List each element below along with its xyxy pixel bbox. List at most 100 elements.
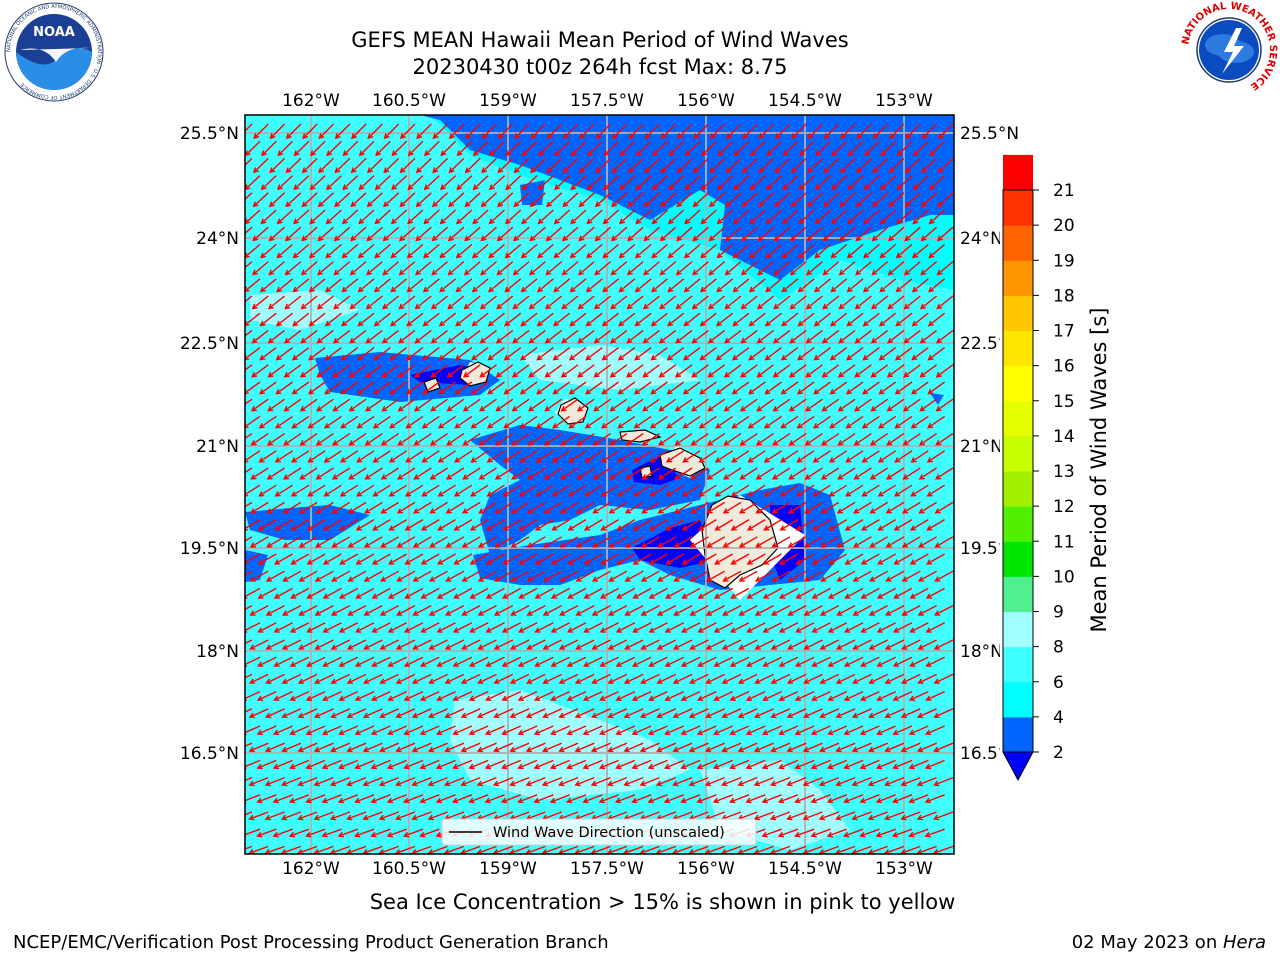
wind-wave-arrow xyxy=(364,398,383,412)
wind-wave-arrow xyxy=(688,776,709,787)
wind-wave-arrow xyxy=(747,415,766,429)
wind-wave-arrow xyxy=(853,501,872,514)
wind-wave-arrow xyxy=(690,433,709,446)
wind-wave-arrow xyxy=(788,433,807,446)
wind-wave-arrow xyxy=(867,776,888,787)
wind-wave-arrow xyxy=(928,175,946,191)
wind-wave-arrow xyxy=(786,811,807,821)
wind-wave-arrow xyxy=(445,536,465,548)
wind-wave-arrow xyxy=(644,123,660,140)
wind-wave-arrow xyxy=(829,312,848,327)
wind-wave-arrow xyxy=(559,467,579,480)
wind-wave-arrow xyxy=(640,570,660,582)
wind-wave-arrow xyxy=(926,450,945,463)
wind-wave-arrow xyxy=(836,604,856,616)
wind-wave-arrow xyxy=(615,622,636,633)
wind-wave-arrow xyxy=(803,536,823,548)
colorbar-segment xyxy=(1003,471,1033,507)
wind-wave-arrow xyxy=(892,622,913,633)
wind-wave-arrow xyxy=(584,450,603,463)
wind-wave-arrow xyxy=(773,295,791,310)
wind-wave-arrow xyxy=(724,329,742,344)
wind-wave-arrow xyxy=(623,673,644,684)
wind-wave-arrow xyxy=(867,811,888,821)
wind-wave-arrow xyxy=(248,742,269,753)
wind-wave-arrow xyxy=(435,725,456,736)
wind-wave-arrow xyxy=(805,364,823,378)
wind-wave-arrow xyxy=(568,347,587,361)
wind-wave-arrow xyxy=(721,604,742,616)
wind-wave-arrow xyxy=(821,398,840,412)
wind-wave-arrow xyxy=(682,381,701,395)
wind-wave-arrow xyxy=(411,742,432,753)
wind-wave-arrow xyxy=(642,364,660,378)
wind-wave-arrow xyxy=(378,742,399,753)
wind-wave-arrow xyxy=(435,794,456,804)
wind-wave-arrow xyxy=(380,501,400,514)
wind-wave-arrow xyxy=(615,656,636,667)
wind-wave-arrow xyxy=(576,467,595,480)
wind-wave-arrow xyxy=(451,794,473,804)
wind-wave-arrow xyxy=(870,295,889,310)
wind-wave-arrow xyxy=(787,570,807,582)
wind-wave-arrow xyxy=(625,364,644,378)
wind-wave-arrow xyxy=(892,656,913,667)
wind-wave-arrow xyxy=(479,364,497,378)
wind-wave-arrow xyxy=(405,347,424,361)
wind-wave-arrow xyxy=(812,415,831,429)
wind-wave-arrow xyxy=(904,226,921,242)
wind-wave-arrow xyxy=(502,484,522,497)
wind-wave-arrow xyxy=(828,518,848,531)
wind-wave-arrow xyxy=(844,622,864,633)
wind-wave-arrow xyxy=(496,295,514,310)
wind-wave-arrow xyxy=(337,759,359,770)
wind-wave-arrow xyxy=(395,708,416,719)
wind-wave-arrow xyxy=(340,381,359,395)
wind-wave-arrow xyxy=(887,329,905,344)
wind-wave-arrow xyxy=(900,811,921,821)
wind-wave-arrow xyxy=(521,209,538,225)
wind-wave-arrow xyxy=(285,123,302,140)
wind-wave-arrow xyxy=(577,364,595,378)
wind-wave-arrow xyxy=(440,140,457,157)
wind-wave-arrow xyxy=(641,433,660,446)
wind-wave-arrow xyxy=(411,673,432,684)
wind-wave-arrow xyxy=(835,811,856,821)
wind-wave-arrow xyxy=(444,673,465,684)
wind-wave-arrow xyxy=(414,261,432,276)
wind-wave-arrow xyxy=(642,398,660,412)
wind-wave-arrow xyxy=(430,295,449,310)
wind-wave-arrow xyxy=(342,140,359,157)
wind-wave-arrow xyxy=(601,312,620,327)
wind-wave-arrow xyxy=(290,553,310,565)
wind-wave-arrow xyxy=(245,226,253,235)
wind-wave-arrow xyxy=(659,226,677,242)
wind-wave-arrow xyxy=(289,725,310,736)
wind-wave-arrow xyxy=(724,226,742,242)
wind-wave-arrow xyxy=(576,398,595,412)
wind-wave-arrow xyxy=(517,759,538,770)
wind-wave-arrow xyxy=(569,278,587,293)
wind-wave-arrow xyxy=(643,192,660,208)
wind-wave-arrow xyxy=(511,398,530,412)
wind-wave-arrow xyxy=(374,175,391,191)
wind-wave-arrow xyxy=(306,553,326,565)
wind-wave-arrow xyxy=(285,192,302,208)
wind-wave-arrow xyxy=(512,261,530,276)
wind-wave-arrow xyxy=(631,794,652,804)
noaa-logo: NOAA NATIONAL OCEANIC AND ATMOSPHERIC AD… xyxy=(4,2,104,102)
wind-wave-arrow xyxy=(682,415,701,429)
wind-wave-arrow xyxy=(477,536,497,548)
wind-wave-arrow xyxy=(908,690,929,701)
wind-wave-arrow xyxy=(545,192,563,208)
wind-wave-arrow xyxy=(763,450,782,463)
wind-wave-arrow xyxy=(819,639,840,650)
lon-label: 159°W xyxy=(479,859,537,879)
wind-wave-arrow xyxy=(362,673,383,684)
wind-wave-arrow xyxy=(298,570,318,582)
wind-wave-arrow xyxy=(625,467,644,480)
wind-wave-arrow xyxy=(860,587,880,599)
wind-wave-arrow xyxy=(697,656,717,667)
wind-wave-arrow xyxy=(289,759,310,770)
wind-wave-arrow xyxy=(928,243,946,259)
